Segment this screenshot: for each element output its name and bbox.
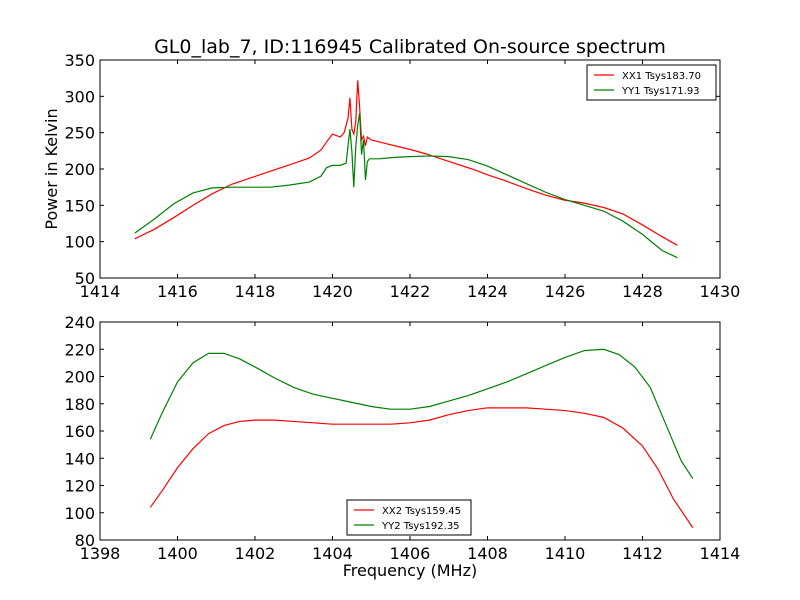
x-tick-label: 1422 — [390, 282, 431, 301]
y-tick-label: 100 — [64, 504, 95, 523]
series-line-1 — [149, 407, 694, 529]
series-line-2 — [134, 112, 678, 259]
x-tick-label: 1430 — [700, 282, 741, 301]
x-tick-label: 1428 — [622, 282, 663, 301]
legend-box — [346, 499, 472, 536]
bottom-subplot: 1398 1400 1402 1404 1406 1408 1410 1412 1414 80 10… — [64, 313, 740, 580]
series-line-2 — [149, 348, 694, 480]
legend: XX1 Tsys183.70 YY1 Tsys171.93 — [586, 64, 717, 101]
y-tick-label: 240 — [64, 313, 95, 332]
x-tick-label: 1410 — [545, 544, 586, 563]
top-subplot: 1414 1416 1418 1420 1422 1424 1426 1428 1430 50 10… — [42, 51, 740, 301]
x-tick-label: 1416 — [157, 282, 198, 301]
legend-box — [586, 64, 717, 101]
y-tick-label: 50 — [75, 269, 95, 288]
y-tick-label: 80 — [75, 531, 95, 550]
y-axis-label: Power in Kelvin — [42, 108, 61, 229]
y-tick-label: 100 — [64, 233, 95, 252]
legend: XX2 Tsys159.45 YY2 Tsys192.35 — [346, 499, 472, 536]
y-tick-label: 150 — [64, 196, 95, 215]
series-line-1 — [134, 80, 678, 246]
y-tick-label: 250 — [64, 124, 95, 143]
y-tick-label: 140 — [64, 449, 95, 468]
x-tick-label: 1398 — [80, 544, 121, 563]
chart-title: GL0_lab_7, ID:116945 Calibrated On-sourc… — [154, 36, 666, 58]
x-tick-label: 1414 — [700, 544, 741, 563]
legend-entry: YY1 Tsys171.93 — [621, 86, 700, 97]
legend-entry: YY2 Tsys192.35 — [381, 521, 460, 532]
x-tick-label: 1408 — [467, 544, 508, 563]
x-axis-label: Frequency (MHz) — [343, 561, 477, 580]
x-tick-label: 1426 — [545, 282, 586, 301]
y-tick-label: 200 — [64, 368, 95, 387]
x-tick-label: 1418 — [235, 282, 276, 301]
y-tick-label: 120 — [64, 477, 95, 496]
x-tick-label: 1406 — [390, 544, 431, 563]
y-tick-label: 300 — [64, 87, 95, 106]
y-tick-label: 160 — [64, 422, 95, 441]
y-tick-label: 180 — [64, 395, 95, 414]
x-tick-label: 1404 — [312, 544, 353, 563]
x-tick-label: 1420 — [312, 282, 353, 301]
x-tick-label: 1414 — [80, 282, 121, 301]
y-tick-label: 200 — [64, 160, 95, 179]
y-tick-label: 350 — [64, 51, 95, 70]
x-tick-label: 1412 — [622, 544, 663, 563]
legend-entry: XX1 Tsys183.70 — [622, 71, 701, 82]
x-tick-label: 1402 — [235, 544, 276, 563]
x-tick-label: 1424 — [467, 282, 508, 301]
y-tick-label: 220 — [64, 340, 95, 359]
x-tick-label: 1400 — [157, 544, 198, 563]
legend-entry: XX2 Tsys159.45 — [382, 506, 461, 517]
